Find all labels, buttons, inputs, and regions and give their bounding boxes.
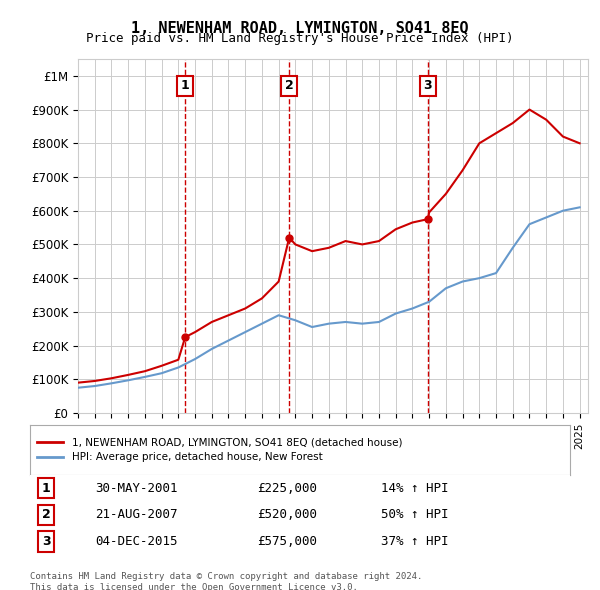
Text: £575,000: £575,000 [257, 535, 317, 548]
Text: 1, NEWENHAM ROAD, LYMINGTON, SO41 8EQ: 1, NEWENHAM ROAD, LYMINGTON, SO41 8EQ [131, 21, 469, 35]
Text: 2: 2 [285, 80, 293, 93]
Text: 14% ↑ HPI: 14% ↑ HPI [381, 481, 449, 495]
Text: 1: 1 [181, 80, 190, 93]
Text: £225,000: £225,000 [257, 481, 317, 495]
Text: 1: 1 [42, 481, 50, 495]
Text: Contains HM Land Registry data © Crown copyright and database right 2024.
This d: Contains HM Land Registry data © Crown c… [30, 572, 422, 590]
Text: £520,000: £520,000 [257, 508, 317, 522]
Text: 21-AUG-2007: 21-AUG-2007 [95, 508, 178, 522]
Text: 50% ↑ HPI: 50% ↑ HPI [381, 508, 449, 522]
Text: 3: 3 [424, 80, 432, 93]
Text: Price paid vs. HM Land Registry's House Price Index (HPI): Price paid vs. HM Land Registry's House … [86, 32, 514, 45]
Legend: 1, NEWENHAM ROAD, LYMINGTON, SO41 8EQ (detached house), HPI: Average price, deta: 1, NEWENHAM ROAD, LYMINGTON, SO41 8EQ (d… [33, 433, 406, 467]
Text: 2: 2 [42, 508, 50, 522]
Text: 30-MAY-2001: 30-MAY-2001 [95, 481, 178, 495]
Text: 04-DEC-2015: 04-DEC-2015 [95, 535, 178, 548]
Text: 3: 3 [42, 535, 50, 548]
Text: 37% ↑ HPI: 37% ↑ HPI [381, 535, 449, 548]
